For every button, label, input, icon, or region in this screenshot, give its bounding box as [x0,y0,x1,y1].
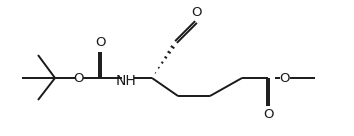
Text: O: O [263,107,273,120]
Text: O: O [191,7,201,19]
Text: O: O [280,72,290,84]
Text: O: O [95,36,105,50]
Text: O: O [74,72,84,84]
Text: NH: NH [116,74,136,88]
